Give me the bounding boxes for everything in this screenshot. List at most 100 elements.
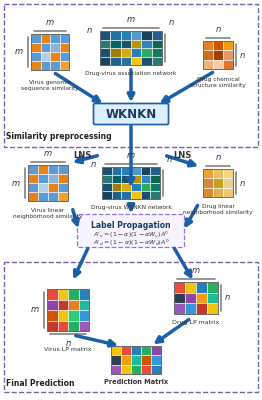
Bar [68, 300, 79, 310]
Bar [47, 289, 57, 300]
Bar [131, 56, 141, 65]
FancyBboxPatch shape [94, 104, 168, 124]
Text: n: n [240, 50, 245, 60]
Text: Drug-virus WKNKN network: Drug-virus WKNKN network [91, 205, 171, 210]
Text: LNS: LNS [173, 150, 191, 160]
Text: Prediction Matrix: Prediction Matrix [104, 379, 168, 385]
Bar [223, 60, 233, 69]
Bar [223, 188, 233, 197]
Bar [121, 355, 131, 365]
Bar [121, 191, 131, 199]
Bar [151, 346, 161, 355]
Bar [50, 61, 59, 70]
Bar [141, 56, 152, 65]
Bar [31, 34, 69, 70]
Bar [57, 300, 68, 310]
Bar [48, 192, 58, 201]
Text: n: n [215, 153, 221, 162]
Bar [203, 41, 233, 69]
Bar [47, 289, 89, 331]
Bar [131, 31, 141, 40]
Text: n: n [167, 155, 172, 164]
Bar [38, 165, 48, 174]
Bar [112, 167, 121, 175]
Text: n: n [225, 294, 230, 302]
Bar [141, 48, 152, 56]
Bar [100, 31, 162, 65]
Bar [50, 52, 59, 61]
Bar [185, 293, 196, 303]
Bar [207, 282, 218, 293]
Bar [110, 56, 121, 65]
Bar [203, 41, 213, 50]
Bar [141, 346, 151, 355]
Bar [121, 167, 131, 175]
Text: m: m [12, 178, 20, 188]
Text: m: m [127, 15, 135, 24]
Bar [185, 282, 196, 293]
Bar [41, 43, 50, 52]
Bar [174, 282, 218, 314]
Bar [4, 4, 258, 147]
Bar [150, 191, 160, 199]
Bar [223, 50, 233, 60]
Bar [141, 31, 152, 40]
Bar [121, 183, 131, 191]
Bar [150, 183, 160, 191]
Bar [112, 183, 121, 191]
Bar [48, 183, 58, 192]
Bar [131, 183, 141, 191]
Bar [141, 191, 150, 199]
Bar [48, 165, 58, 174]
Text: n: n [240, 178, 245, 188]
Bar [131, 40, 141, 48]
Bar [174, 303, 185, 314]
Bar [203, 178, 213, 188]
FancyBboxPatch shape [78, 214, 184, 248]
Bar [28, 183, 38, 192]
Text: n: n [215, 25, 221, 34]
Bar [213, 188, 223, 197]
Bar [58, 192, 68, 201]
Bar [38, 183, 48, 192]
Bar [31, 61, 41, 70]
Bar [121, 56, 131, 65]
Bar [68, 320, 79, 331]
Bar [68, 289, 79, 300]
Bar [203, 188, 213, 197]
Bar [131, 191, 141, 199]
Bar [131, 167, 141, 175]
Bar [121, 40, 131, 48]
Text: Drug-virus association network: Drug-virus association network [85, 71, 177, 76]
Text: Virus genomic
sequence similarity: Virus genomic sequence similarity [21, 80, 79, 91]
Bar [213, 60, 223, 69]
Bar [174, 282, 185, 293]
Bar [121, 31, 131, 40]
Bar [131, 175, 141, 183]
Bar [28, 165, 38, 174]
Bar [121, 365, 131, 374]
Bar [59, 52, 69, 61]
Bar [31, 34, 41, 43]
Bar [28, 192, 38, 201]
Text: Similarity preprocessing: Similarity preprocessing [6, 132, 112, 141]
Bar [141, 40, 152, 48]
Bar [203, 169, 213, 178]
Bar [207, 303, 218, 314]
Text: m: m [44, 149, 52, 158]
Text: Drug LP matrix: Drug LP matrix [172, 320, 220, 325]
Bar [111, 365, 121, 374]
Bar [58, 165, 68, 174]
Bar [79, 289, 89, 300]
Bar [100, 31, 110, 40]
Bar [223, 178, 233, 188]
Bar [59, 34, 69, 43]
Bar [41, 61, 50, 70]
Bar [203, 60, 213, 69]
Bar [102, 167, 112, 175]
Text: LNS: LNS [73, 150, 91, 160]
Bar [111, 355, 121, 365]
Bar [141, 183, 150, 191]
Bar [102, 167, 160, 199]
Bar [50, 43, 59, 52]
